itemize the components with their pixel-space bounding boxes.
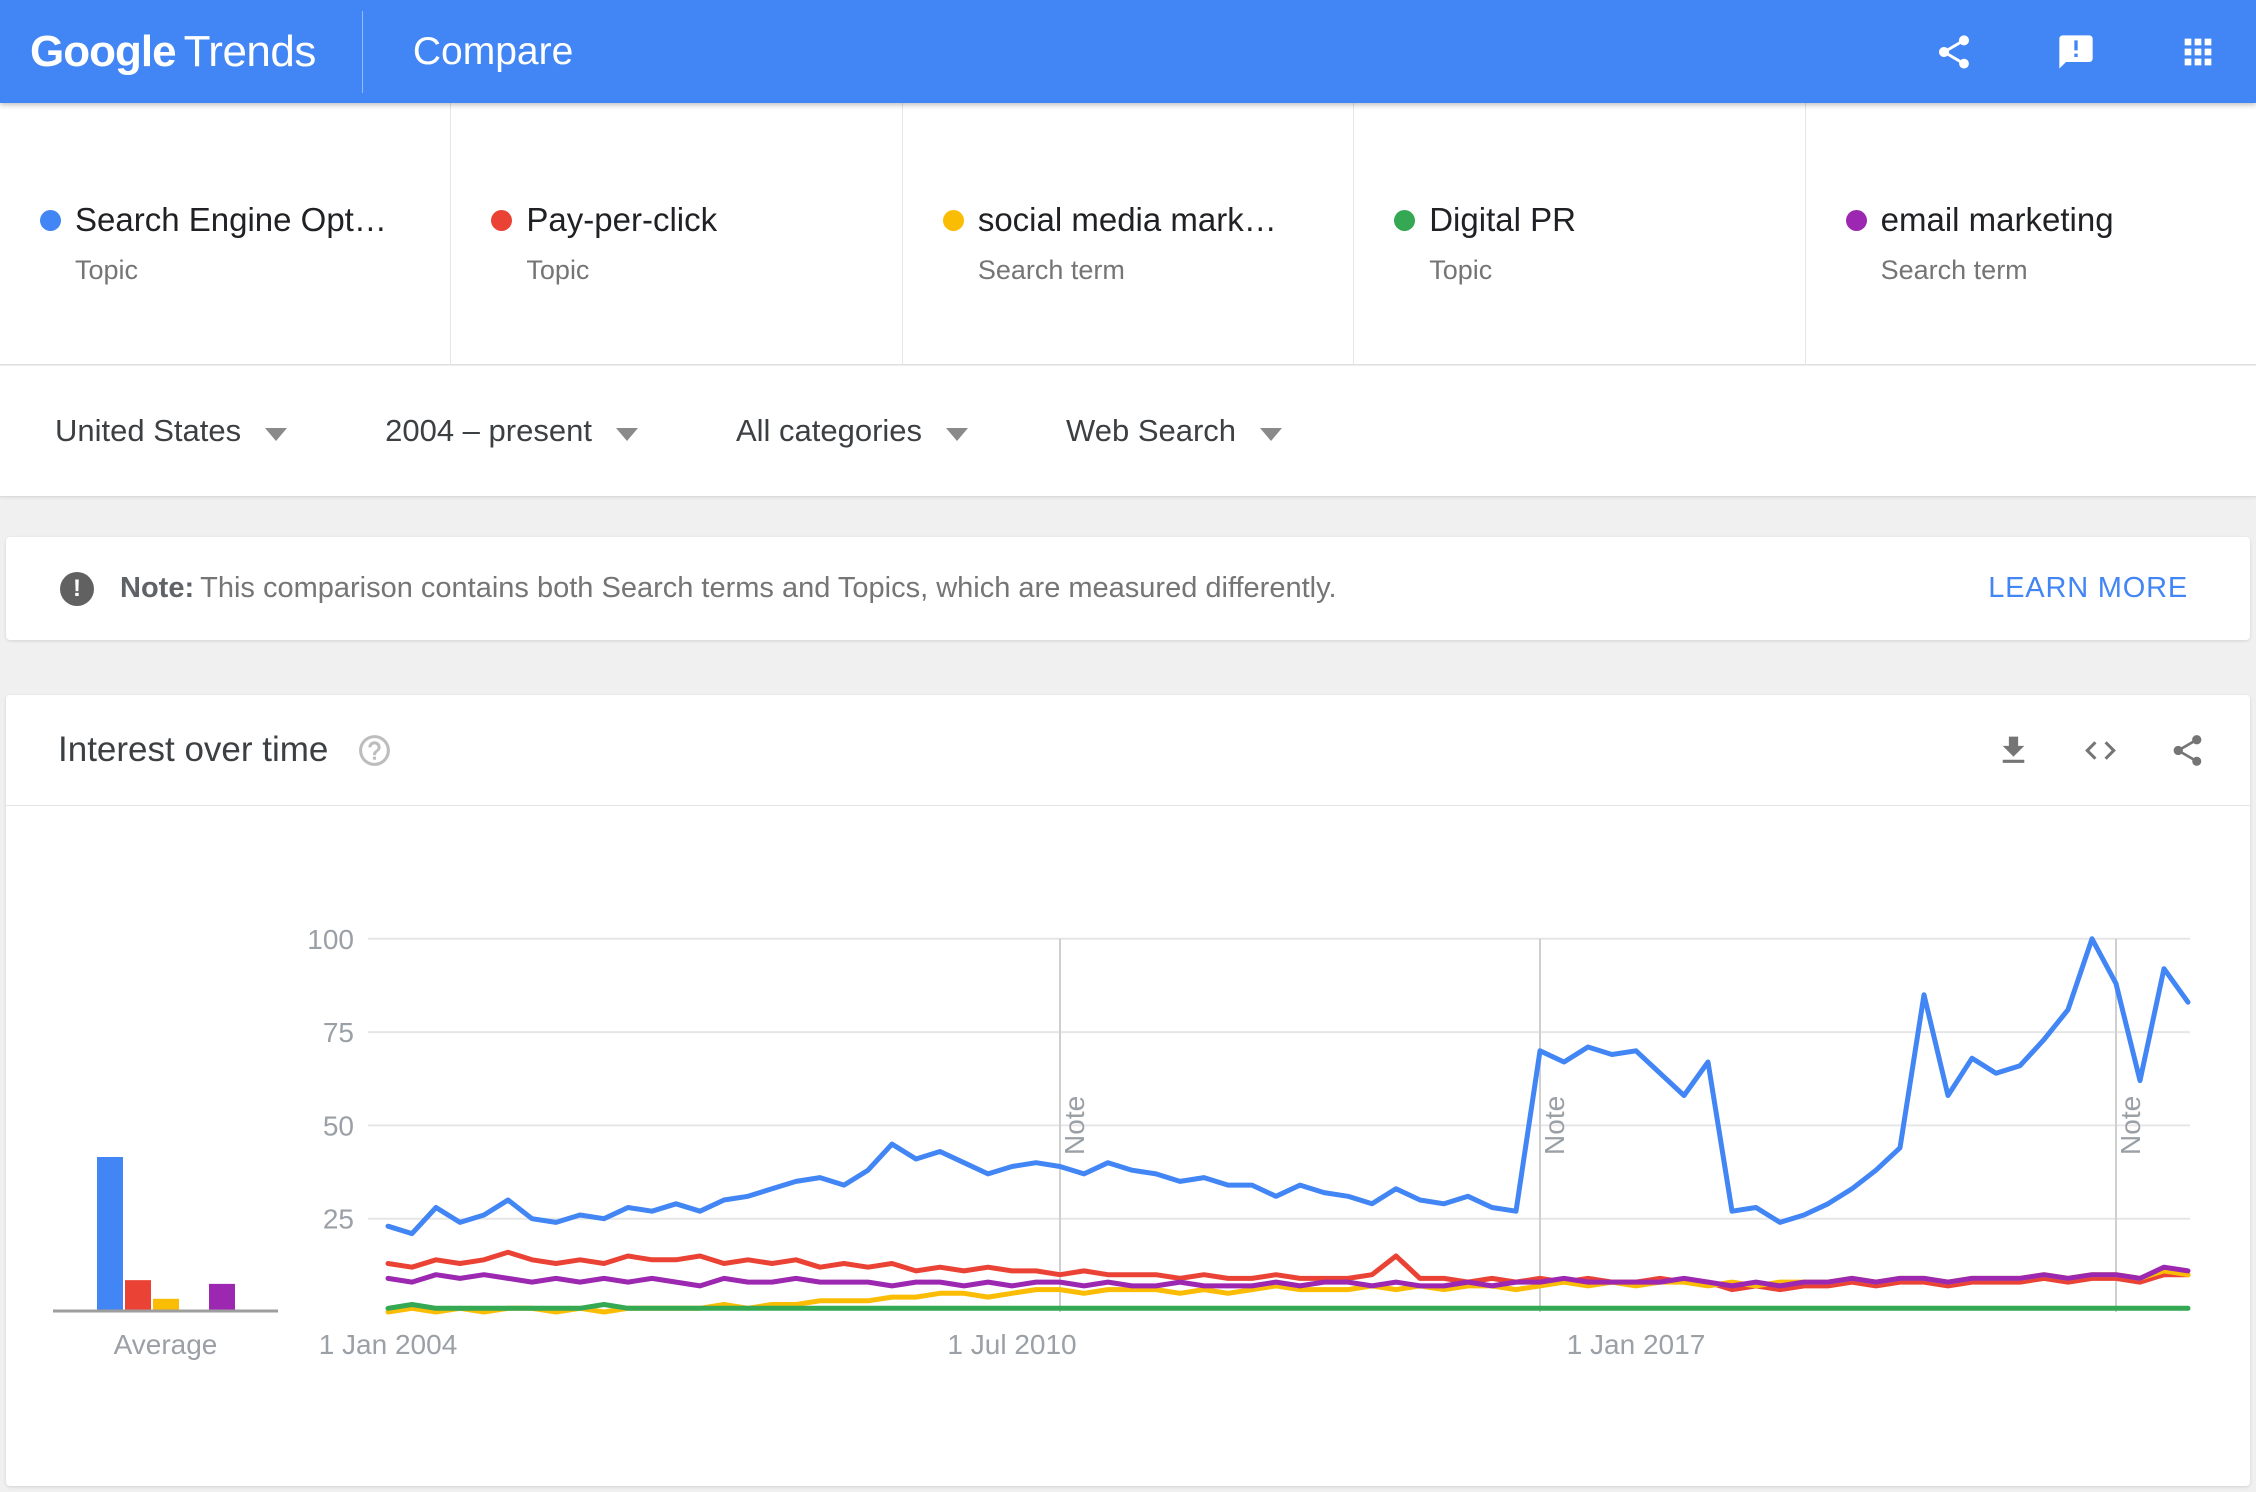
chevron-down-icon — [946, 427, 969, 441]
help-icon[interactable] — [356, 732, 393, 769]
y-axis-tick-label: 100 — [307, 924, 354, 955]
search-type-filter-dropdown[interactable]: Web Search — [1066, 413, 1283, 449]
filters-bar: United States 2004 – present All categor… — [0, 366, 2256, 497]
series-color-dot — [1394, 209, 1416, 231]
trend-lines-plot[interactable]: 25 50 75 100 Note Note Note 1 Jan 2004 1 Jul 201… — [6, 806, 2250, 1486]
apps-grid-icon[interactable] — [2178, 32, 2218, 72]
comparison-terms-row: Search Engine Opt… Topic Pay-per-click T… — [0, 103, 2256, 365]
share-icon[interactable] — [2169, 732, 2206, 769]
note-message: This comparison contains both Search ter… — [200, 572, 1337, 604]
category-filter-label: All categories — [735, 413, 923, 448]
average-bar[interactable] — [153, 1298, 179, 1310]
series-color-dot — [40, 209, 61, 231]
feedback-icon[interactable] — [2056, 32, 2096, 72]
term-card-ppc[interactable]: Pay-per-click Topic — [451, 103, 903, 364]
average-bar[interactable] — [125, 1280, 151, 1310]
term-card-seo[interactable]: Search Engine Opt… Topic — [0, 103, 452, 364]
interest-over-time-chart[interactable]: 25 50 75 100 Note Note Note 1 Jan 2004 1 Jul 201… — [6, 806, 2250, 1486]
y-axis-tick-label: 75 — [323, 1017, 354, 1048]
term-card-email-marketing[interactable]: email marketing Search term — [1806, 103, 2256, 364]
trend-line[interactable] — [385, 1264, 2191, 1289]
logo-trends-text: Trends — [183, 26, 317, 76]
series-color-dot — [491, 209, 513, 231]
note-marker-label[interactable]: Note — [1059, 1096, 1090, 1155]
term-title: Search Engine Opt… — [75, 201, 387, 238]
learn-more-link[interactable]: LEARN MORE — [1988, 572, 2188, 604]
region-filter-dropdown[interactable]: United States — [55, 413, 288, 449]
app-header: Google Trends Compare — [0, 0, 2256, 103]
average-label: Average — [114, 1329, 218, 1360]
chart-header: Interest over time — [6, 695, 2250, 806]
interest-over-time-widget: Interest over time 25 50 75 100 Note Note Note… — [6, 695, 2250, 1486]
search-type-filter-label: Web Search — [1066, 413, 1237, 448]
average-bar[interactable] — [97, 1156, 123, 1310]
chevron-down-icon — [265, 427, 288, 441]
term-card-social-media-marketing[interactable]: social media mark… Search term — [903, 103, 1355, 364]
term-title: Pay-per-click — [526, 201, 718, 238]
category-filter-dropdown[interactable]: All categories — [735, 413, 969, 449]
x-axis-tick-label: 1 Jul 2010 — [947, 1329, 1076, 1360]
trend-line[interactable] — [385, 1249, 2191, 1293]
series-color-dot — [1845, 209, 1867, 231]
share-icon[interactable] — [1934, 32, 1974, 72]
download-icon[interactable] — [1995, 732, 2032, 769]
note-marker-label[interactable]: Note — [1539, 1096, 1570, 1155]
logo-google-text: Google — [30, 26, 177, 76]
chevron-down-icon — [615, 427, 638, 441]
alert-icon: ! — [60, 571, 94, 606]
chevron-down-icon — [1260, 427, 1283, 441]
embed-icon[interactable] — [2082, 732, 2119, 769]
term-type: Topic — [75, 255, 139, 285]
term-title: social media mark… — [977, 201, 1277, 238]
x-axis-tick-label: 1 Jan 2004 — [319, 1329, 458, 1360]
trend-line[interactable] — [385, 1302, 2191, 1311]
term-card-digital-pr[interactable]: Digital PR Topic — [1354, 103, 1806, 364]
note-banner-text: Note: This comparison contains both Searc… — [120, 572, 1988, 605]
average-bar[interactable] — [209, 1283, 235, 1310]
note-banner: ! Note: This comparison contains both Sea… — [6, 537, 2250, 640]
term-title: email marketing — [1880, 201, 2114, 238]
term-type: Topic — [526, 255, 590, 285]
header-divider — [361, 10, 363, 93]
term-title: Digital PR — [1429, 201, 1576, 238]
time-range-filter-dropdown[interactable]: 2004 – present — [385, 413, 638, 449]
trend-line[interactable] — [385, 936, 2191, 1237]
page-title: Compare — [412, 29, 574, 73]
term-type: Search term — [1880, 255, 2028, 285]
note-marker-label[interactable]: Note — [2115, 1096, 2146, 1155]
note-label: Note: — [120, 572, 195, 604]
y-axis-tick-label: 50 — [323, 1110, 354, 1141]
series-color-dot — [942, 209, 964, 231]
region-filter-label: United States — [55, 413, 242, 448]
x-axis-tick-label: 1 Jan 2017 — [1567, 1329, 1706, 1360]
y-axis-tick-label: 25 — [323, 1204, 354, 1235]
term-type: Topic — [1429, 255, 1493, 285]
time-range-filter-label: 2004 – present — [385, 413, 592, 448]
chart-title: Interest over time — [58, 730, 329, 769]
term-type: Search term — [977, 255, 1125, 285]
google-trends-logo[interactable]: Google Trends — [30, 27, 316, 77]
